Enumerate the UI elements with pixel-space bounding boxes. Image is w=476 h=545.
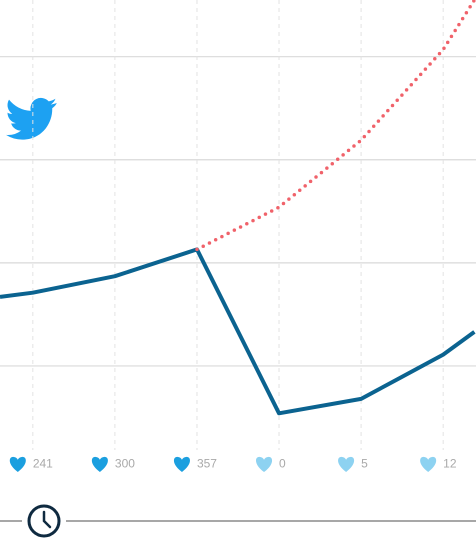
forecast-line [195, 0, 476, 252]
heart-icon [420, 456, 437, 472]
like-count: 241 [33, 457, 53, 471]
heart-icon [9, 456, 26, 472]
likes-line [0, 247, 476, 416]
like-count: 0 [279, 457, 286, 471]
heart-icon [338, 456, 355, 472]
like-count: 12 [443, 457, 457, 471]
clock-icon [27, 504, 61, 538]
twitter-bird [6, 97, 57, 140]
heart-icon [256, 456, 273, 472]
like-count: 357 [197, 457, 217, 471]
heart-icon [91, 456, 108, 472]
like-count: 300 [115, 457, 135, 471]
heart-icon [173, 456, 190, 472]
like-count: 5 [361, 457, 368, 471]
